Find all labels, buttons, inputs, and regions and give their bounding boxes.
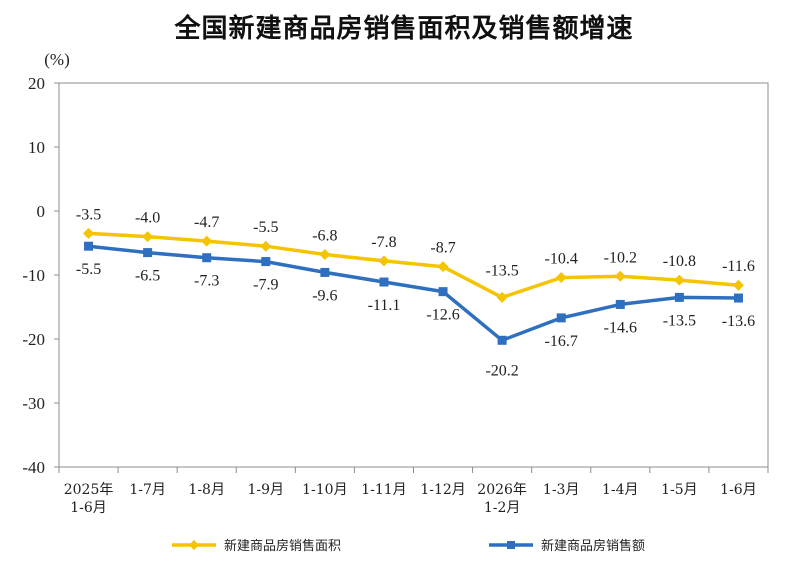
data-label: -8.7 — [430, 240, 455, 257]
x-tick-label: 1-4月 — [602, 482, 639, 498]
legend-label: 新建商品房销售额 — [541, 538, 645, 554]
chart-title: 全国新建商品房销售面积及销售额增速 — [174, 14, 634, 44]
data-label: -14.6 — [604, 319, 637, 336]
x-tick-label: 1-6月 — [70, 500, 107, 516]
x-tick-label: 2025年 — [64, 482, 114, 498]
x-tick-label: 1-8月 — [188, 482, 225, 498]
y-tick-label: 10 — [28, 138, 45, 157]
y-tick-label: -30 — [22, 394, 45, 413]
data-label: -4.0 — [135, 210, 160, 227]
x-tick-label: 2026年 — [477, 482, 527, 498]
data-point-marker — [142, 231, 154, 243]
data-point-marker — [260, 240, 272, 252]
x-tick-label: 1-5月 — [661, 482, 698, 498]
data-label: -7.9 — [253, 277, 278, 294]
data-label: -6.5 — [135, 268, 160, 285]
data-point-marker — [615, 299, 625, 309]
series-line — [88, 244, 739, 343]
series-line — [88, 231, 739, 300]
legend-label: 新建商品房销售面积 — [224, 538, 341, 554]
data-label: -3.5 — [76, 206, 101, 223]
data-label: -6.8 — [312, 228, 337, 245]
data-point-marker — [556, 313, 566, 323]
legend-marker — [189, 540, 199, 550]
data-label: -13.5 — [663, 312, 696, 329]
data-point-marker — [84, 241, 94, 251]
data-label: -11.6 — [722, 258, 755, 275]
data-label: -20.2 — [485, 362, 518, 379]
data-label: -12.6 — [426, 307, 459, 324]
x-tick-label: 1-9月 — [248, 482, 285, 498]
data-point-marker — [437, 261, 449, 273]
data-point-marker — [674, 292, 684, 302]
y-unit-label: (%) — [44, 50, 69, 69]
data-point-marker — [143, 248, 153, 258]
data-point-marker — [733, 293, 743, 303]
data-label: -7.3 — [194, 273, 219, 290]
data-label: -16.7 — [545, 333, 578, 350]
data-point-marker — [497, 335, 507, 345]
data-label: -9.6 — [312, 287, 337, 304]
data-label: -11.1 — [368, 297, 401, 314]
x-tick-label: 1-11月 — [361, 482, 406, 498]
x-tick-label: 1-3月 — [543, 482, 580, 498]
data-label: -7.8 — [371, 234, 396, 251]
data-point-marker — [83, 227, 95, 239]
x-tick-label: 1-7月 — [129, 482, 166, 498]
data-label: -13.5 — [485, 262, 518, 279]
data-label: -10.4 — [545, 251, 578, 268]
data-point-marker — [379, 277, 389, 287]
data-label: -5.5 — [253, 219, 278, 236]
x-tick-label: 1-10月 — [302, 482, 347, 498]
legend-marker — [507, 541, 515, 549]
y-tick-label: 20 — [28, 74, 45, 93]
data-point-marker — [673, 274, 685, 286]
x-tick-label: 1-2月 — [484, 500, 521, 516]
y-tick-label: -10 — [22, 266, 45, 285]
data-point-marker — [202, 253, 212, 263]
data-point-marker — [378, 255, 390, 267]
data-label: -5.5 — [76, 261, 101, 278]
data-point-marker — [438, 287, 448, 297]
data-point-marker — [320, 267, 330, 277]
plot-frame — [58, 82, 769, 468]
y-tick-label: 0 — [37, 202, 46, 221]
y-tick-label: -20 — [22, 330, 45, 349]
data-label: -10.8 — [663, 253, 696, 270]
data-label: -4.7 — [194, 214, 219, 231]
data-point-marker — [496, 291, 508, 303]
y-tick-label: -40 — [22, 458, 45, 477]
data-label: -10.2 — [604, 249, 637, 266]
data-point-marker — [201, 235, 213, 247]
x-tick-label: 1-12月 — [420, 482, 465, 498]
data-point-marker — [319, 249, 331, 261]
data-point-marker — [555, 272, 567, 284]
x-tick-label: 1-6月 — [720, 482, 757, 498]
data-point-marker — [261, 257, 271, 267]
data-point-marker — [732, 279, 744, 291]
data-point-marker — [614, 270, 626, 282]
data-label: -13.6 — [722, 313, 755, 330]
